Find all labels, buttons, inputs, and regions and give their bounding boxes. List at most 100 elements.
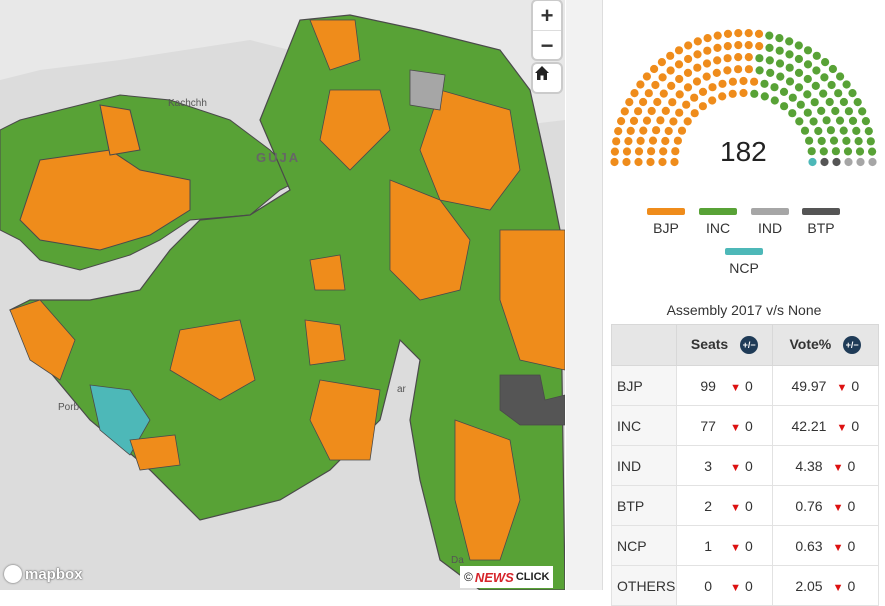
seat-dot bbox=[668, 98, 677, 107]
mapbox-label: mapbox bbox=[25, 565, 83, 583]
seat-dot bbox=[805, 136, 814, 145]
region-kachchh-bjp[interactable] bbox=[19, 149, 191, 251]
vote-cell: 49.97 ▼ 0 bbox=[771, 365, 880, 406]
seat-dot bbox=[629, 116, 639, 125]
label-gujarat: GUJA bbox=[256, 150, 301, 165]
map-canvas[interactable] bbox=[0, 0, 565, 590]
region-central-bjp[interactable] bbox=[389, 179, 471, 301]
region-north-bjp-2[interactable] bbox=[319, 89, 391, 171]
seat-dot bbox=[794, 41, 803, 50]
seat-dot bbox=[803, 60, 813, 69]
region-east-bjp-2[interactable] bbox=[499, 229, 565, 371]
table-row: INC 77 ▼ 0 42.21 ▼ 0 bbox=[610, 405, 880, 446]
seat-dot bbox=[690, 93, 699, 102]
region-saurashtra-bjp-2[interactable] bbox=[169, 319, 256, 401]
seat-dot bbox=[651, 80, 660, 90]
vote-change: 0 bbox=[847, 457, 856, 474]
seat-dot bbox=[827, 80, 836, 90]
vote-value: 0.63 bbox=[795, 537, 823, 554]
legend-label: IND bbox=[757, 220, 783, 236]
seat-dot bbox=[836, 72, 845, 81]
seat-dot bbox=[839, 97, 848, 107]
region-saurashtra-bjp-4[interactable] bbox=[309, 379, 381, 461]
seat-dot bbox=[683, 83, 693, 92]
seat-dot bbox=[819, 147, 828, 156]
seat-dot bbox=[832, 157, 841, 167]
seat-dot bbox=[673, 136, 682, 145]
seat-dot bbox=[683, 68, 693, 77]
zoom-out-button[interactable]: − bbox=[540, 32, 554, 58]
region-saurashtra-bjp-3[interactable] bbox=[304, 319, 346, 366]
table-row: OTHERS 0 ▼ 0 2.05 ▼ 0 bbox=[610, 565, 880, 606]
legend-swatch bbox=[647, 208, 685, 215]
results-table: Seats +/− Vote% +/− BJP 99 ▼ 0 49.97 ▼ 0 INC 77 ▼… bbox=[610, 324, 880, 606]
seat-dot bbox=[708, 96, 717, 105]
seat-dot bbox=[693, 63, 702, 72]
seat-dot bbox=[803, 108, 812, 117]
seat-dot bbox=[788, 93, 797, 102]
seat-dot bbox=[744, 41, 753, 50]
seat-dot bbox=[809, 117, 818, 126]
region-ind[interactable] bbox=[409, 69, 446, 111]
seat-dot bbox=[675, 74, 684, 84]
seat-dot bbox=[855, 147, 865, 156]
seat-dot bbox=[843, 147, 853, 156]
region-north-bjp-1[interactable] bbox=[309, 19, 361, 71]
seat-dot bbox=[760, 79, 769, 88]
seat-dot bbox=[750, 77, 759, 86]
seat-dot bbox=[854, 137, 863, 146]
mapbox-icon bbox=[4, 565, 22, 583]
seat-dot bbox=[639, 97, 648, 107]
region-btp[interactable] bbox=[499, 374, 565, 426]
home-button[interactable] bbox=[533, 64, 561, 92]
seat-dot bbox=[612, 137, 621, 146]
election-map[interactable]: + − Kachchh GUJA Porb ar Da mapbox © NEW… bbox=[0, 0, 565, 590]
copyright-symbol: © bbox=[464, 570, 473, 584]
seats-change-toggle[interactable]: +/− bbox=[740, 336, 759, 355]
seat-dot bbox=[803, 90, 812, 99]
zoom-in-button[interactable]: + bbox=[540, 2, 554, 28]
legend-label: INC bbox=[705, 220, 731, 236]
seat-dot bbox=[658, 73, 667, 82]
seat-dot bbox=[659, 89, 668, 98]
seat-dot bbox=[666, 51, 675, 60]
legend-label: NCP bbox=[729, 260, 759, 276]
legend-ind: IND bbox=[745, 208, 795, 236]
seat-dot bbox=[750, 89, 759, 98]
seat-dot bbox=[812, 51, 821, 60]
region-south-coast-bjp[interactable] bbox=[129, 434, 181, 471]
table-row: BTP 2 ▼ 0 0.76 ▼ 0 bbox=[610, 485, 880, 526]
region-kachchh-bjp-2[interactable] bbox=[99, 104, 141, 156]
mapbox-logo[interactable]: mapbox bbox=[4, 565, 83, 583]
seat-dot bbox=[652, 126, 661, 135]
down-arrow-icon: ▼ bbox=[730, 461, 742, 474]
region-coast-bjp[interactable] bbox=[9, 299, 76, 381]
seat-dot bbox=[659, 147, 668, 156]
down-arrow-icon: ▼ bbox=[836, 381, 848, 394]
seat-dot bbox=[744, 53, 753, 62]
seat-dot bbox=[734, 53, 743, 62]
vote-cell: 42.21 ▼ 0 bbox=[771, 405, 880, 446]
seat-dot bbox=[770, 83, 779, 92]
seats-value: 2 bbox=[704, 497, 713, 514]
seat-dot bbox=[624, 137, 633, 146]
seat-dot bbox=[674, 60, 684, 69]
seat-dot bbox=[794, 68, 804, 77]
seat-dot bbox=[670, 157, 679, 167]
header-vote: Vote% +/− bbox=[771, 324, 880, 366]
attribution[interactable]: © NEWS CLICK bbox=[460, 566, 554, 588]
vote-change-toggle[interactable]: +/− bbox=[843, 336, 862, 355]
seat-dot bbox=[622, 147, 632, 156]
region-saurashtra-bjp-1[interactable] bbox=[309, 254, 346, 291]
seat-dot bbox=[636, 80, 645, 89]
seat-dot bbox=[610, 147, 619, 156]
seat-dot bbox=[744, 65, 753, 74]
seat-dot bbox=[803, 74, 812, 84]
region-ncp[interactable] bbox=[89, 384, 151, 456]
region-east-bjp-1[interactable] bbox=[419, 89, 521, 211]
seat-dot bbox=[819, 89, 828, 98]
seats-value: 1 bbox=[704, 537, 713, 554]
seat-dot bbox=[808, 157, 817, 167]
region-south-bjp[interactable] bbox=[454, 419, 521, 561]
seat-dot bbox=[848, 116, 858, 125]
